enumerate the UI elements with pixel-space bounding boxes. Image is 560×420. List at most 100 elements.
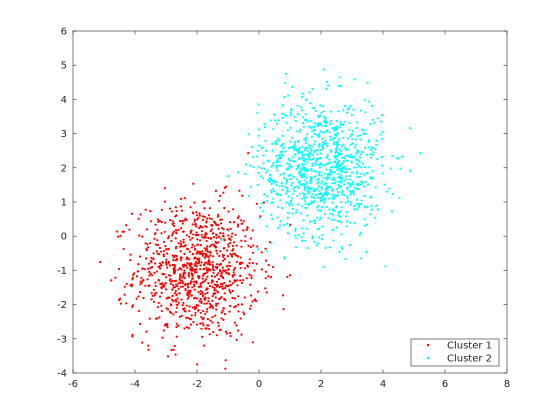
data-point-cluster-1 <box>231 232 234 235</box>
data-point-cluster-2 <box>346 148 349 151</box>
data-point-cluster-1 <box>177 301 180 304</box>
data-point-cluster-1 <box>222 247 225 250</box>
data-point-cluster-1 <box>154 281 157 284</box>
data-point-cluster-2 <box>285 162 288 165</box>
data-point-cluster-2 <box>345 187 348 190</box>
data-point-cluster-2 <box>289 165 292 168</box>
data-point-cluster-2 <box>310 167 313 170</box>
data-point-cluster-1 <box>244 235 247 238</box>
data-point-cluster-1 <box>210 275 213 278</box>
data-point-cluster-1 <box>215 245 218 249</box>
data-point-cluster-2 <box>334 179 337 182</box>
data-point-cluster-1 <box>208 333 211 336</box>
data-point-cluster-2 <box>281 188 284 191</box>
data-point-cluster-1 <box>151 294 154 297</box>
data-point-cluster-2 <box>266 169 269 172</box>
data-point-cluster-1 <box>198 214 201 217</box>
data-point-cluster-1 <box>138 291 142 294</box>
data-point-cluster-1 <box>195 265 198 268</box>
data-point-cluster-1 <box>169 274 172 277</box>
data-point-cluster-2 <box>313 129 316 132</box>
data-point-cluster-1 <box>175 300 178 303</box>
data-point-cluster-2 <box>258 217 261 220</box>
data-point-cluster-2 <box>318 133 321 136</box>
data-point-cluster-2 <box>348 174 352 178</box>
y-tick-label: -1 <box>57 266 67 277</box>
data-point-cluster-1 <box>195 252 198 255</box>
data-point-cluster-1 <box>208 207 211 210</box>
data-point-cluster-1 <box>175 210 178 213</box>
data-point-cluster-2 <box>300 197 303 200</box>
data-point-cluster-1 <box>200 300 203 303</box>
data-point-cluster-2 <box>306 147 309 150</box>
data-point-cluster-1 <box>139 283 142 286</box>
data-point-cluster-2 <box>356 134 359 138</box>
data-point-cluster-1 <box>249 294 253 297</box>
data-point-cluster-2 <box>346 137 349 140</box>
data-point-cluster-1 <box>114 276 117 279</box>
data-point-cluster-2 <box>311 235 314 238</box>
data-point-cluster-2 <box>287 202 290 205</box>
data-point-cluster-2 <box>244 172 247 175</box>
data-point-cluster-2 <box>260 175 263 178</box>
data-point-cluster-1 <box>212 331 215 334</box>
data-point-cluster-1 <box>222 269 225 272</box>
data-point-cluster-1 <box>194 271 197 274</box>
data-point-cluster-1 <box>181 280 184 283</box>
data-point-cluster-1 <box>191 306 194 309</box>
data-point-cluster-1 <box>180 227 183 230</box>
data-point-cluster-2 <box>336 125 339 128</box>
data-point-cluster-1 <box>168 279 171 282</box>
data-point-cluster-2 <box>304 187 307 190</box>
data-point-cluster-1 <box>118 299 121 302</box>
data-point-cluster-2 <box>340 201 343 204</box>
data-point-cluster-2 <box>319 216 322 219</box>
data-point-cluster-1 <box>148 262 151 265</box>
data-point-cluster-1 <box>171 263 174 267</box>
data-point-cluster-2 <box>364 132 367 135</box>
data-point-cluster-2 <box>310 144 313 148</box>
data-point-cluster-2 <box>291 85 294 88</box>
data-point-cluster-1 <box>192 182 195 185</box>
data-point-cluster-2 <box>347 200 350 203</box>
data-point-cluster-2 <box>364 205 367 208</box>
data-point-cluster-1 <box>165 276 168 279</box>
data-point-cluster-2 <box>391 192 395 195</box>
data-point-cluster-2 <box>288 146 291 149</box>
data-point-cluster-2 <box>303 153 306 156</box>
data-point-cluster-1 <box>195 211 198 214</box>
data-point-cluster-1 <box>242 220 245 223</box>
data-point-cluster-2 <box>309 119 312 123</box>
data-point-cluster-2 <box>333 156 336 159</box>
data-point-cluster-2 <box>350 133 353 136</box>
data-point-cluster-1 <box>211 264 214 267</box>
data-point-cluster-2 <box>301 95 304 98</box>
data-point-cluster-1 <box>227 234 230 237</box>
data-point-cluster-1 <box>202 344 205 347</box>
data-point-cluster-1 <box>224 269 227 272</box>
data-point-cluster-2 <box>301 92 304 95</box>
data-point-cluster-1 <box>182 265 185 268</box>
data-point-cluster-2 <box>293 160 296 163</box>
data-point-cluster-2 <box>324 198 327 201</box>
data-point-cluster-1 <box>172 222 175 225</box>
data-point-cluster-1 <box>220 317 223 320</box>
data-point-cluster-1 <box>169 218 172 222</box>
data-point-cluster-2 <box>309 102 312 105</box>
data-point-cluster-1 <box>227 210 230 213</box>
data-point-cluster-2 <box>370 204 373 207</box>
data-point-cluster-1 <box>158 295 162 298</box>
data-point-cluster-1 <box>207 300 210 303</box>
data-point-cluster-1 <box>224 185 228 188</box>
data-point-cluster-1 <box>177 268 180 271</box>
data-point-cluster-1 <box>269 276 273 279</box>
data-point-cluster-1 <box>154 262 157 265</box>
data-point-cluster-1 <box>160 309 163 313</box>
data-point-cluster-1 <box>161 336 164 339</box>
data-point-cluster-1 <box>193 220 196 223</box>
data-point-cluster-1 <box>182 241 185 244</box>
data-point-cluster-1 <box>282 308 285 311</box>
data-point-cluster-2 <box>284 72 287 75</box>
data-point-cluster-1 <box>185 234 189 237</box>
data-point-cluster-2 <box>317 178 320 181</box>
